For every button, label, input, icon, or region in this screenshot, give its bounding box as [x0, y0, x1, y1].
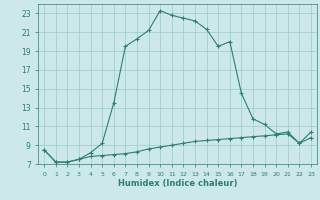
X-axis label: Humidex (Indice chaleur): Humidex (Indice chaleur): [118, 179, 237, 188]
